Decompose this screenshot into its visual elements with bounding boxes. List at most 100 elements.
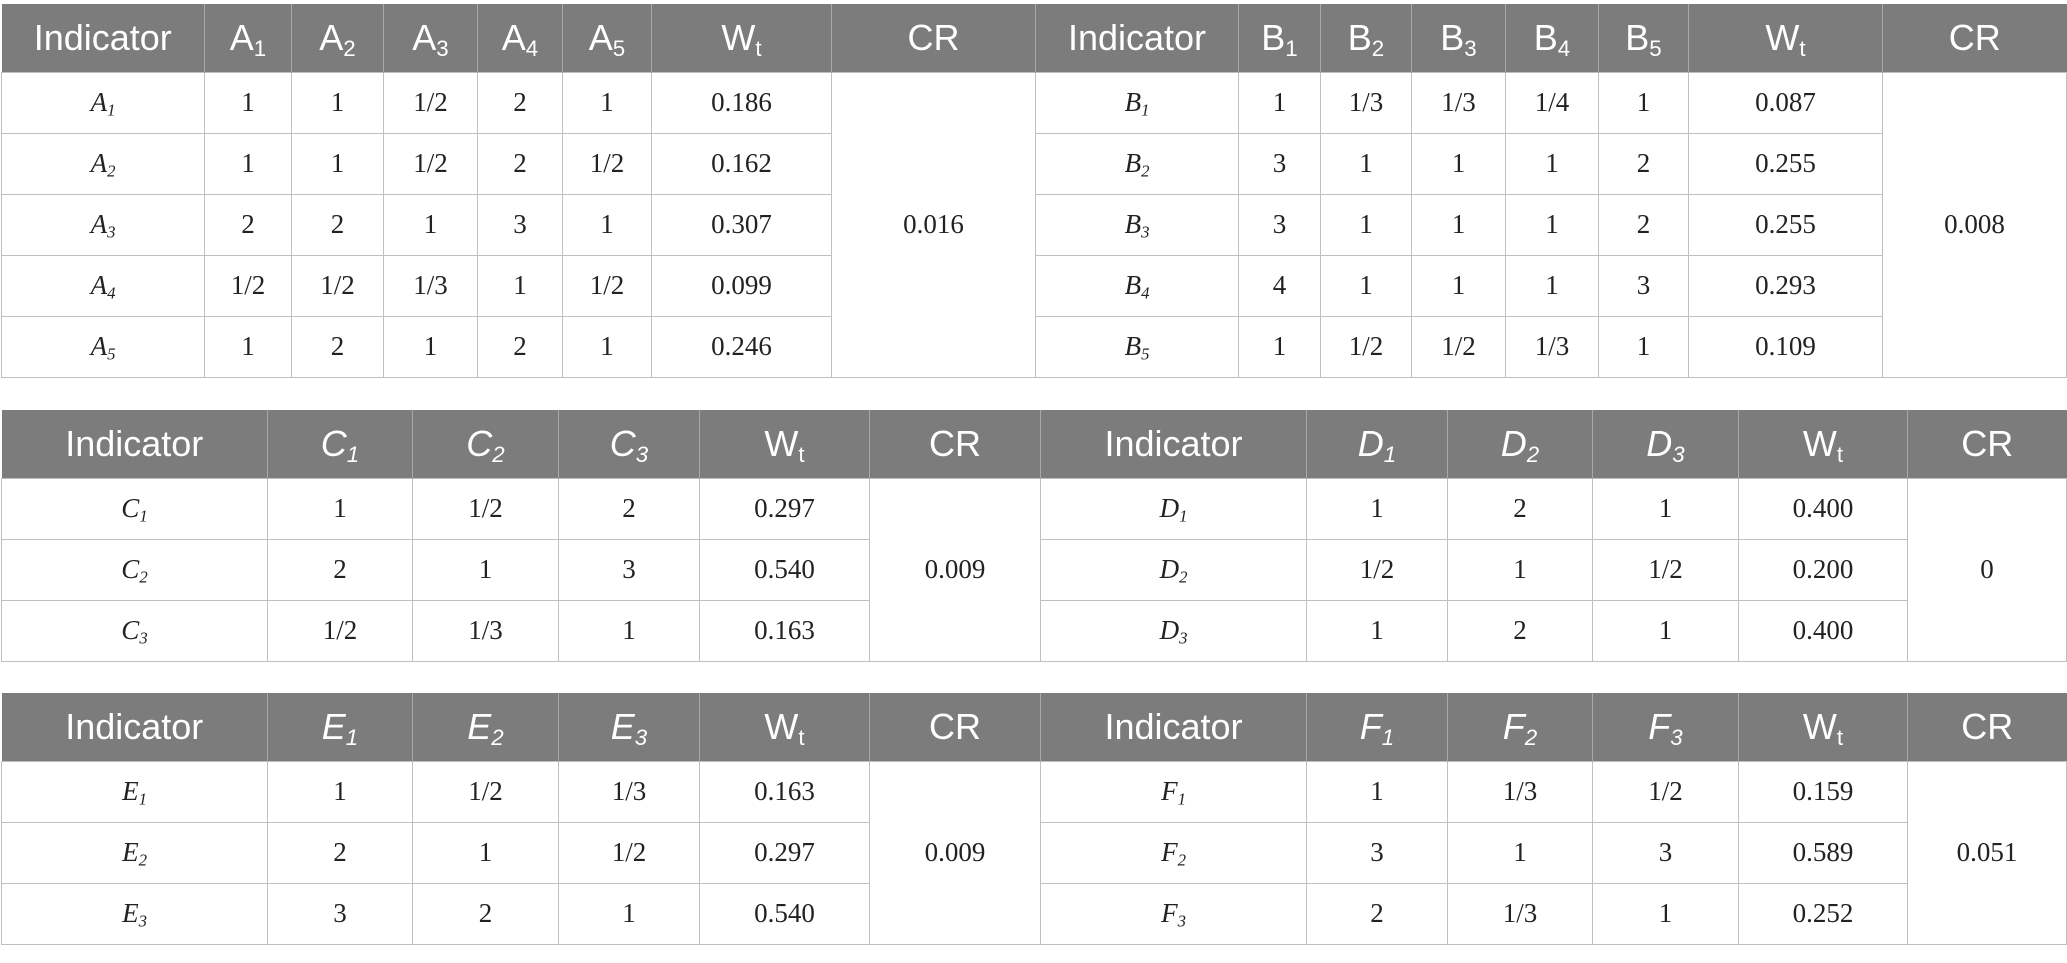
row-label: A5 [1,315,205,378]
table-cell: 2 [412,882,559,945]
indicator-header: Indicator [1040,693,1307,761]
comparison-table-a-b: Indicator A1 A2 A3 A4 A5 Wt CR Indicator… [1,4,2067,378]
row-label: A1 [1,71,205,134]
table-cell: 1/2 [1306,538,1448,601]
weight-cell: 0.200 [1738,538,1908,601]
table-cell: 2 [267,821,413,884]
cr-value: 0.008 [1882,71,2067,378]
weight-cell: 0.540 [699,882,870,945]
table-cell: 1 [1447,821,1593,884]
row-label: E1 [1,760,268,823]
weight-header: Wt [699,693,870,761]
table-cell: 2 [267,538,413,601]
column-header-c2: C2 [412,410,559,478]
table-cell: 1 [204,71,292,134]
column-header-f3: F3 [1592,693,1739,761]
column-header-d2: D2 [1447,410,1593,478]
row-label: D3 [1040,599,1307,662]
table-cell: 1 [558,599,700,662]
weight-cell: 0.252 [1738,882,1908,945]
table-cell: 1/2 [1592,760,1739,823]
column-header-f1: F1 [1306,693,1448,761]
cr-value: 0.016 [831,71,1036,378]
table-cell: 3 [1306,821,1448,884]
table-row: E2 2 1 1/2 0.297 F2 3 1 3 0.589 [1,821,2067,884]
table-cell: 1 [1592,599,1739,662]
indicator-header: Indicator [1,693,268,761]
table-cell: 1/3 [1411,71,1506,134]
row-label: B5 [1035,315,1239,378]
table-cell: 1/2 [562,132,652,195]
table-cell: 1/3 [1447,760,1593,823]
table-cell: 1 [1320,193,1412,256]
table-cell: 3 [1592,821,1739,884]
weight-cell: 0.255 [1688,132,1883,195]
column-header-b3: B3 [1411,4,1506,72]
table-cell: 1 [267,477,413,540]
column-header-b4: B4 [1505,4,1599,72]
column-header-a1: A1 [204,4,292,72]
table-cell: 1/3 [1447,882,1593,945]
table-cell: 1 [1505,254,1599,317]
row-label: E2 [1,821,268,884]
row-label: D1 [1040,477,1307,540]
table-cell: 4 [1238,254,1321,317]
table-cell: 1/2 [412,760,559,823]
weight-cell: 0.297 [699,821,870,884]
cr-value: 0.009 [869,760,1041,945]
column-header-c3: C3 [558,410,700,478]
row-label: A3 [1,193,205,256]
table-cell: 1 [1306,477,1448,540]
weight-cell: 0.162 [651,132,832,195]
weight-cell: 0.087 [1688,71,1883,134]
cr-header: CR [869,693,1041,761]
column-header-a2: A2 [291,4,384,72]
column-header-a3: A3 [383,4,478,72]
table-cell: 2 [204,193,292,256]
weight-cell: 0.589 [1738,821,1908,884]
table-cell: 1 [1320,132,1412,195]
table-cell: 1/2 [204,254,292,317]
table-cell: 1/2 [412,477,559,540]
column-header-e3: E3 [558,693,700,761]
indicator-header: Indicator [1,410,268,478]
header-row: Indicator E1 E2 E3 Wt CR Indicator F1 F2… [1,693,2067,761]
table-cell: 2 [291,193,384,256]
weight-header: Wt [699,410,870,478]
indicator-header: Indicator [1035,4,1239,72]
cr-value: 0 [1907,477,2067,662]
table-cell: 1 [558,882,700,945]
table-cell: 1 [383,193,478,256]
table-cell: 1/4 [1505,71,1599,134]
weight-cell: 0.186 [651,71,832,134]
table-row: E1 1 1/2 1/3 0.163 0.009 F1 1 1/3 1/2 0.… [1,760,2067,945]
column-header-e1: E1 [267,693,413,761]
weight-cell: 0.293 [1688,254,1883,317]
column-header-d1: D1 [1306,410,1448,478]
table-cell: 2 [1598,193,1689,256]
table-row: A4 1/2 1/2 1/3 1 1/2 0.099 B4 4 1 1 1 3 … [1,254,2067,317]
cr-header: CR [1882,4,2067,72]
table-cell: 1 [562,71,652,134]
weight-cell: 0.540 [699,538,870,601]
table-cell: 1 [412,821,559,884]
table-cell: 1 [1306,760,1448,823]
weight-cell: 0.099 [651,254,832,317]
table-cell: 1/3 [412,599,559,662]
table-cell: 3 [1238,193,1321,256]
weight-cell: 0.163 [699,760,870,823]
row-label: C1 [1,477,268,540]
table-cell: 1 [1411,132,1506,195]
weight-cell: 0.297 [699,477,870,540]
table-cell: 2 [1447,477,1593,540]
table-cell: 1 [412,538,559,601]
table-cell: 1 [1411,193,1506,256]
table-cell: 1/2 [1320,315,1412,378]
row-label: A2 [1,132,205,195]
column-header-b2: B2 [1320,4,1412,72]
table-cell: 1/2 [383,71,478,134]
table-cell: 2 [1447,599,1593,662]
weight-cell: 0.307 [651,193,832,256]
table-cell: 1 [204,315,292,378]
weight-header: Wt [1738,693,1908,761]
